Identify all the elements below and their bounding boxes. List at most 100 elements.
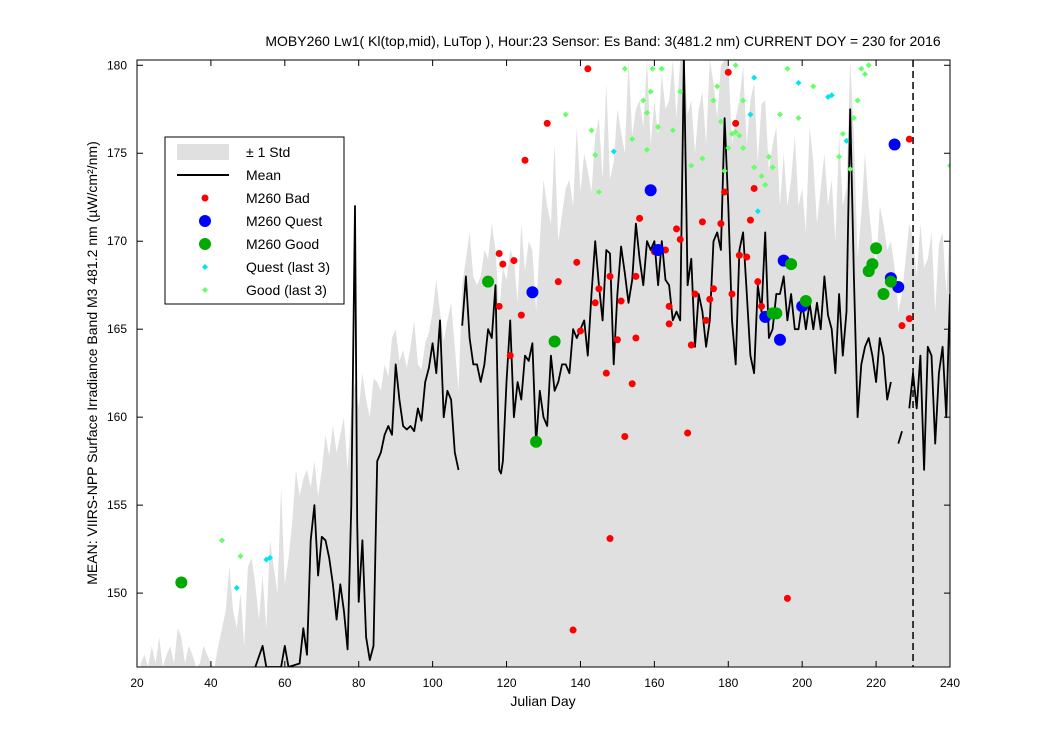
legend-label: M260 Bad [246,190,310,206]
m260-bad-point [750,184,758,192]
m260-good-point [785,258,798,271]
quest-last-3-point [233,584,240,591]
good-last-3-point [847,166,854,173]
m260-quest-point [526,286,539,299]
legend-swatch [201,194,209,202]
good-last-3-point [865,62,872,69]
x-axis-label: Julian Day [510,693,575,709]
x-tick-label: 60 [278,676,292,690]
x-tick-label: 120 [497,676,517,690]
m260-bad-point [783,594,791,602]
m260-good-point [866,258,879,271]
x-tick-label: 80 [352,676,366,690]
good-last-3-point [629,136,636,143]
m260-bad-point [743,253,751,261]
m260-quest-point [888,138,901,151]
good-last-3-point [850,115,857,122]
m260-bad-point [684,429,692,437]
m260-bad-point [721,188,729,196]
good-last-3-point [947,162,950,169]
y-tick-label: 180 [107,58,127,72]
m260-bad-point [621,433,629,441]
m260-bad-point [595,285,603,293]
good-last-3-point [655,123,662,130]
quest-last-3-point [747,111,754,118]
good-last-3-point [643,109,650,116]
m260-bad-point [576,327,584,335]
m260-good-point [530,435,543,448]
m260-good-point [884,275,897,288]
quest-last-3-point [843,137,850,144]
good-last-3-point [699,155,706,162]
m260-bad-point [584,65,592,73]
good-last-3-point [740,144,747,151]
y-tick-label: 150 [107,586,127,600]
m260-bad-point [691,290,699,298]
good-last-3-point [562,111,569,118]
m260-bad-point [709,285,717,293]
good-last-3-point [784,65,791,72]
x-tick-label: 160 [644,676,664,690]
m260-bad-point [905,135,913,143]
legend-item-1-std: ± 1 Std [177,144,290,160]
m260-bad-point [665,302,673,310]
chart-title: MOBY260 Lw1( Kl(top,mid), LuTop ), Hour:… [265,33,941,49]
m260-bad-point [495,302,503,310]
m260-bad-point [510,257,518,265]
x-tick-label: 20 [130,676,144,690]
quest-last-3-point [751,74,758,81]
legend-item-mean: Mean [177,167,281,183]
m260-good-point [870,242,883,255]
good-last-3-point [218,537,225,544]
good-last-3-point [732,129,739,136]
x-tick-label: 40 [204,676,218,690]
good-last-3-point [862,71,869,78]
m260-bad-point [606,272,614,280]
m260-bad-point [754,278,762,286]
good-last-3-point [769,164,776,171]
x-tick-label: 100 [423,676,443,690]
legend: ± 1 Std Mean M260 Bad M260 Quest M260 Good Qu… [164,136,345,305]
quest-last-3-point [610,148,617,155]
good-last-3-point [777,111,784,118]
x-tick-label: 180 [718,676,738,690]
legend-box [164,136,345,305]
good-last-3-point [647,88,654,95]
good-last-3-point [762,181,769,188]
legend-item-m260-quest: M260 Quest [199,213,322,229]
m260-bad-point [746,216,754,224]
quest-last-3-point [754,208,761,215]
good-last-3-point [677,88,684,95]
good-last-3-point [765,153,772,160]
m260-bad-point [728,290,736,298]
m260-bad-point [898,322,906,330]
plot-data-region [140,60,950,667]
m260-bad-point [905,315,913,323]
good-last-3-point [640,97,647,104]
m260-bad-point [543,119,551,127]
good-last-3-point [740,97,747,104]
x-tick-label: 220 [866,676,886,690]
good-last-3-point [588,127,595,134]
m260-bad-point [499,260,507,268]
m260-good-point [799,295,812,308]
m260-bad-point [617,297,625,305]
legend-swatch [202,264,208,270]
good-last-3-point [714,83,721,90]
m260-bad-point [676,235,684,243]
good-last-3-point [839,130,846,137]
m260-bad-point [613,336,621,344]
m260-bad-point [632,272,640,280]
legend-swatch [177,144,229,160]
good-last-3-point [732,62,739,69]
legend-label: M260 Quest [246,213,322,229]
m260-bad-point [506,352,514,360]
y-tick-label: 165 [107,322,127,336]
quest-last-3-point [828,92,835,99]
x-tick-label: 140 [570,676,590,690]
std-band [140,60,950,667]
m260-bad-point [602,369,610,377]
m260-bad-point [495,250,503,258]
m260-bad-point [632,334,640,342]
